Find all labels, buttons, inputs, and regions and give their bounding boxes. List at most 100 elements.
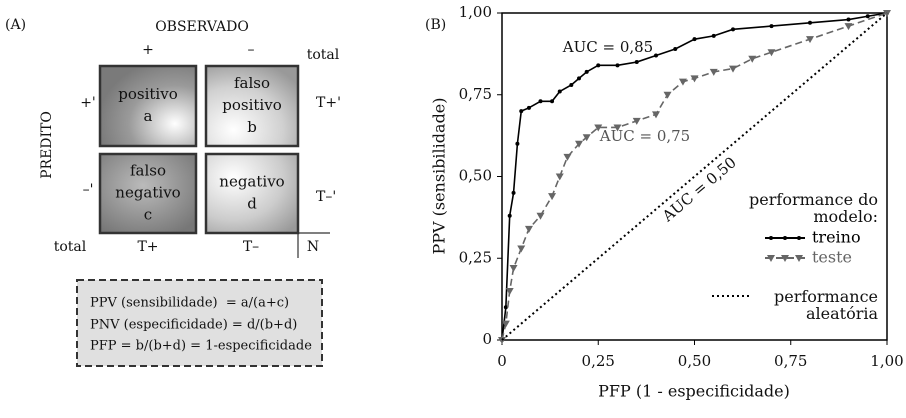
marker (555, 173, 564, 181)
marker (557, 89, 562, 94)
series-line (501, 12, 888, 341)
marker (501, 320, 510, 328)
row-total: T+' (316, 95, 341, 111)
marker (632, 117, 641, 125)
x-tick-label: 0,75 (774, 352, 807, 370)
cell (204, 152, 300, 235)
series-line (501, 12, 888, 341)
marker (883, 10, 891, 17)
marker (526, 105, 531, 110)
x-tick-label: 0,50 (678, 352, 711, 370)
marker (729, 65, 737, 73)
y-tick-label: 1,00 (459, 3, 492, 21)
cell (98, 64, 198, 148)
marker (563, 153, 572, 161)
cell-text: c (144, 206, 152, 224)
cell (98, 152, 198, 235)
row-header: +' (80, 95, 96, 111)
marker (538, 99, 543, 104)
y-tick-label: 0,50 (459, 167, 492, 185)
x-tick-label: 0 (497, 352, 507, 370)
legend-title: performance do modelo: (749, 190, 878, 226)
grand-total: N (307, 239, 319, 255)
marker (569, 82, 574, 87)
y-tick-label: 0 (482, 330, 492, 348)
marker (577, 76, 581, 81)
cell-text: positivo (118, 85, 177, 103)
y-tick-label: 0,75 (459, 85, 492, 103)
marker (550, 99, 555, 104)
marker (505, 287, 514, 295)
panel-label: (B) (425, 17, 446, 33)
marker (548, 193, 557, 201)
marker (634, 60, 639, 65)
annotation: AUC = 0,75 (599, 127, 690, 145)
row-header: –' (83, 182, 94, 198)
legend-label: treino (812, 228, 861, 247)
annotation: AUC = 0,50 (658, 153, 740, 226)
marker (594, 124, 603, 132)
marker (613, 124, 622, 132)
row-header: total (54, 239, 87, 255)
legend-marker (767, 255, 775, 262)
marker (596, 63, 601, 68)
observed: OBSERVADO (155, 19, 249, 35)
marker (844, 23, 853, 31)
marker (511, 190, 516, 195)
marker (769, 24, 774, 29)
marker (709, 68, 718, 76)
col-total: T– (243, 239, 259, 255)
legend-marker (795, 255, 803, 262)
legend-label: performance aleatória (773, 287, 878, 323)
marker (846, 17, 851, 22)
y-axis-label: PPV (sensibilidade) (430, 97, 449, 254)
formula: PNV (especificidade) = d/(b+d) (90, 318, 297, 333)
cell-text: positivo (222, 96, 281, 114)
col-header: total (307, 47, 340, 63)
cell-text: a (144, 107, 153, 125)
marker (678, 78, 687, 86)
marker (806, 36, 814, 44)
y-tick-label: 0,25 (459, 248, 492, 266)
series-line (501, 12, 888, 341)
annotation: AUC = 0,85 (562, 38, 653, 56)
marker (519, 109, 524, 114)
formula: PPV (sensibilidade) = a/(a+c) (90, 296, 289, 311)
cell (204, 64, 300, 148)
row-total: T–' (316, 189, 336, 205)
marker (582, 134, 591, 142)
marker (517, 245, 526, 253)
marker (865, 14, 870, 19)
marker (524, 225, 533, 233)
formula-box (76, 279, 323, 367)
legend-marker (783, 236, 787, 240)
legend-marker (797, 236, 801, 240)
cell-text: d (247, 195, 257, 213)
marker (507, 213, 512, 218)
marker (690, 75, 699, 83)
formula: PFP = b/(b+d) = 1-especificidade (90, 339, 312, 354)
marker (767, 49, 776, 57)
marker (673, 46, 678, 51)
col-total: T+ (137, 239, 158, 255)
marker (584, 69, 589, 74)
marker (711, 33, 716, 38)
marker (692, 37, 697, 42)
marker (654, 53, 658, 58)
marker (536, 212, 545, 220)
x-axis-label: PFP (1 - especificidade) (598, 382, 790, 401)
marker (808, 20, 812, 25)
legend-marker (781, 255, 789, 262)
marker (498, 337, 506, 344)
marker (652, 111, 660, 119)
legend-marker (769, 236, 773, 240)
x-tick-label: 0,25 (582, 352, 615, 370)
x-tick-label: 1,00 (870, 352, 903, 370)
cell-text: b (247, 118, 257, 136)
marker (748, 55, 757, 63)
marker (575, 140, 583, 148)
marker (515, 141, 520, 146)
col-header: – (248, 42, 255, 58)
